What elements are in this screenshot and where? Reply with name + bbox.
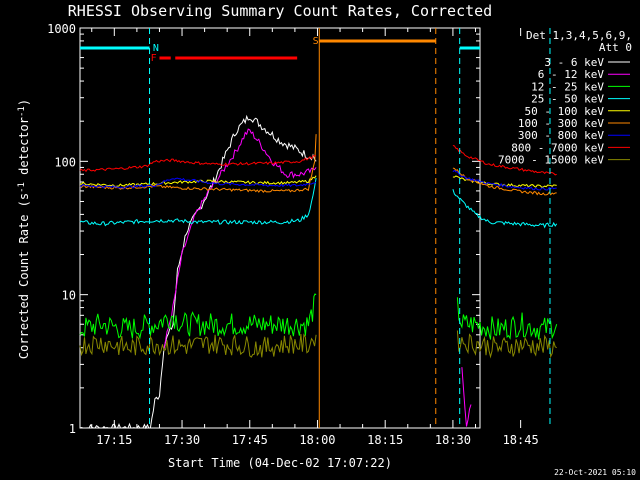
- chart-title: RHESSI Observing Summary Count Rates, Co…: [68, 2, 492, 20]
- legend-label: 7000 - 15000 keV: [498, 154, 604, 167]
- plot-frame: [79, 27, 481, 429]
- annotation-f: F: [151, 53, 157, 64]
- series-line-25-50-kev-late: [452, 189, 558, 229]
- series-line-50-100-kev: [79, 175, 317, 188]
- legend-label: 25 - 50 keV: [531, 93, 604, 106]
- x-tick-label: 18:15: [367, 433, 403, 447]
- y-tick-label: 1000: [47, 22, 76, 36]
- series-line-12-25-kev: [79, 293, 317, 340]
- svg-text:Corrected Count Rate (s-1 dete: Corrected Count Rate (s-1 detector-1): [17, 99, 31, 359]
- series-line-300-800-kev-late: [452, 169, 557, 191]
- legend-label: 800 - 7000 keV: [511, 141, 604, 154]
- series-line-12-25-kev-late: [456, 297, 558, 340]
- legend-label: 6 - 12 keV: [538, 68, 605, 81]
- y-tick-label: 100: [54, 155, 76, 169]
- x-tick-label: 18:30: [435, 433, 471, 447]
- plot-area: 1 10 100 1000 17:15 17:30 17:45 18:00 18:15 18:30…: [47, 22, 558, 447]
- series-line-6-12-kev: [163, 128, 317, 349]
- legend-label: 12 - 25 keV: [531, 80, 604, 93]
- series-line-7000-15000-kev: [79, 333, 317, 358]
- legend-label: 300 - 800 keV: [518, 129, 604, 142]
- legend-label: 50 - 100 keV: [525, 105, 605, 118]
- series-line-7000-15000-kev-late: [456, 330, 557, 359]
- x-tick-label: 18:45: [503, 433, 539, 447]
- series-line-3-6-kev: [79, 114, 317, 430]
- x-tick-label: 17:45: [232, 433, 268, 447]
- x-axis-label: Start Time (04-Dec-02 17:07:22): [168, 456, 392, 470]
- legend-label: 100 - 300 keV: [518, 117, 604, 130]
- series-line-6-12-kev-late: [461, 367, 472, 427]
- y-tick-label: 1: [69, 422, 76, 436]
- series-line-300-800-kev: [79, 177, 317, 189]
- series-line-100-300-kev: [79, 134, 317, 193]
- series-line-800-7000-kev: [79, 155, 317, 173]
- series-line-25-50-kev: [79, 177, 317, 227]
- y-tick-label: 10: [62, 289, 76, 303]
- legend-header-2: Att 0: [599, 41, 632, 54]
- legend-header: Det 1,3,4,5,6,9,: [526, 29, 632, 42]
- x-tick-label: 17:15: [96, 433, 132, 447]
- annotation-s: S: [313, 36, 319, 47]
- timestamp: 22-Oct-2021 05:10: [554, 468, 636, 477]
- x-tick-label: 18:00: [299, 433, 335, 447]
- legend-label: 3 - 6 keV: [544, 56, 604, 69]
- annotation-n: N: [153, 43, 159, 54]
- y-axis-label: Corrected Count Rate (s-1 detector-1): [17, 99, 31, 359]
- series-line-800-7000-kev-late: [452, 145, 557, 176]
- x-tick-label: 17:30: [164, 433, 200, 447]
- series-line-100-300-kev-late: [452, 167, 557, 196]
